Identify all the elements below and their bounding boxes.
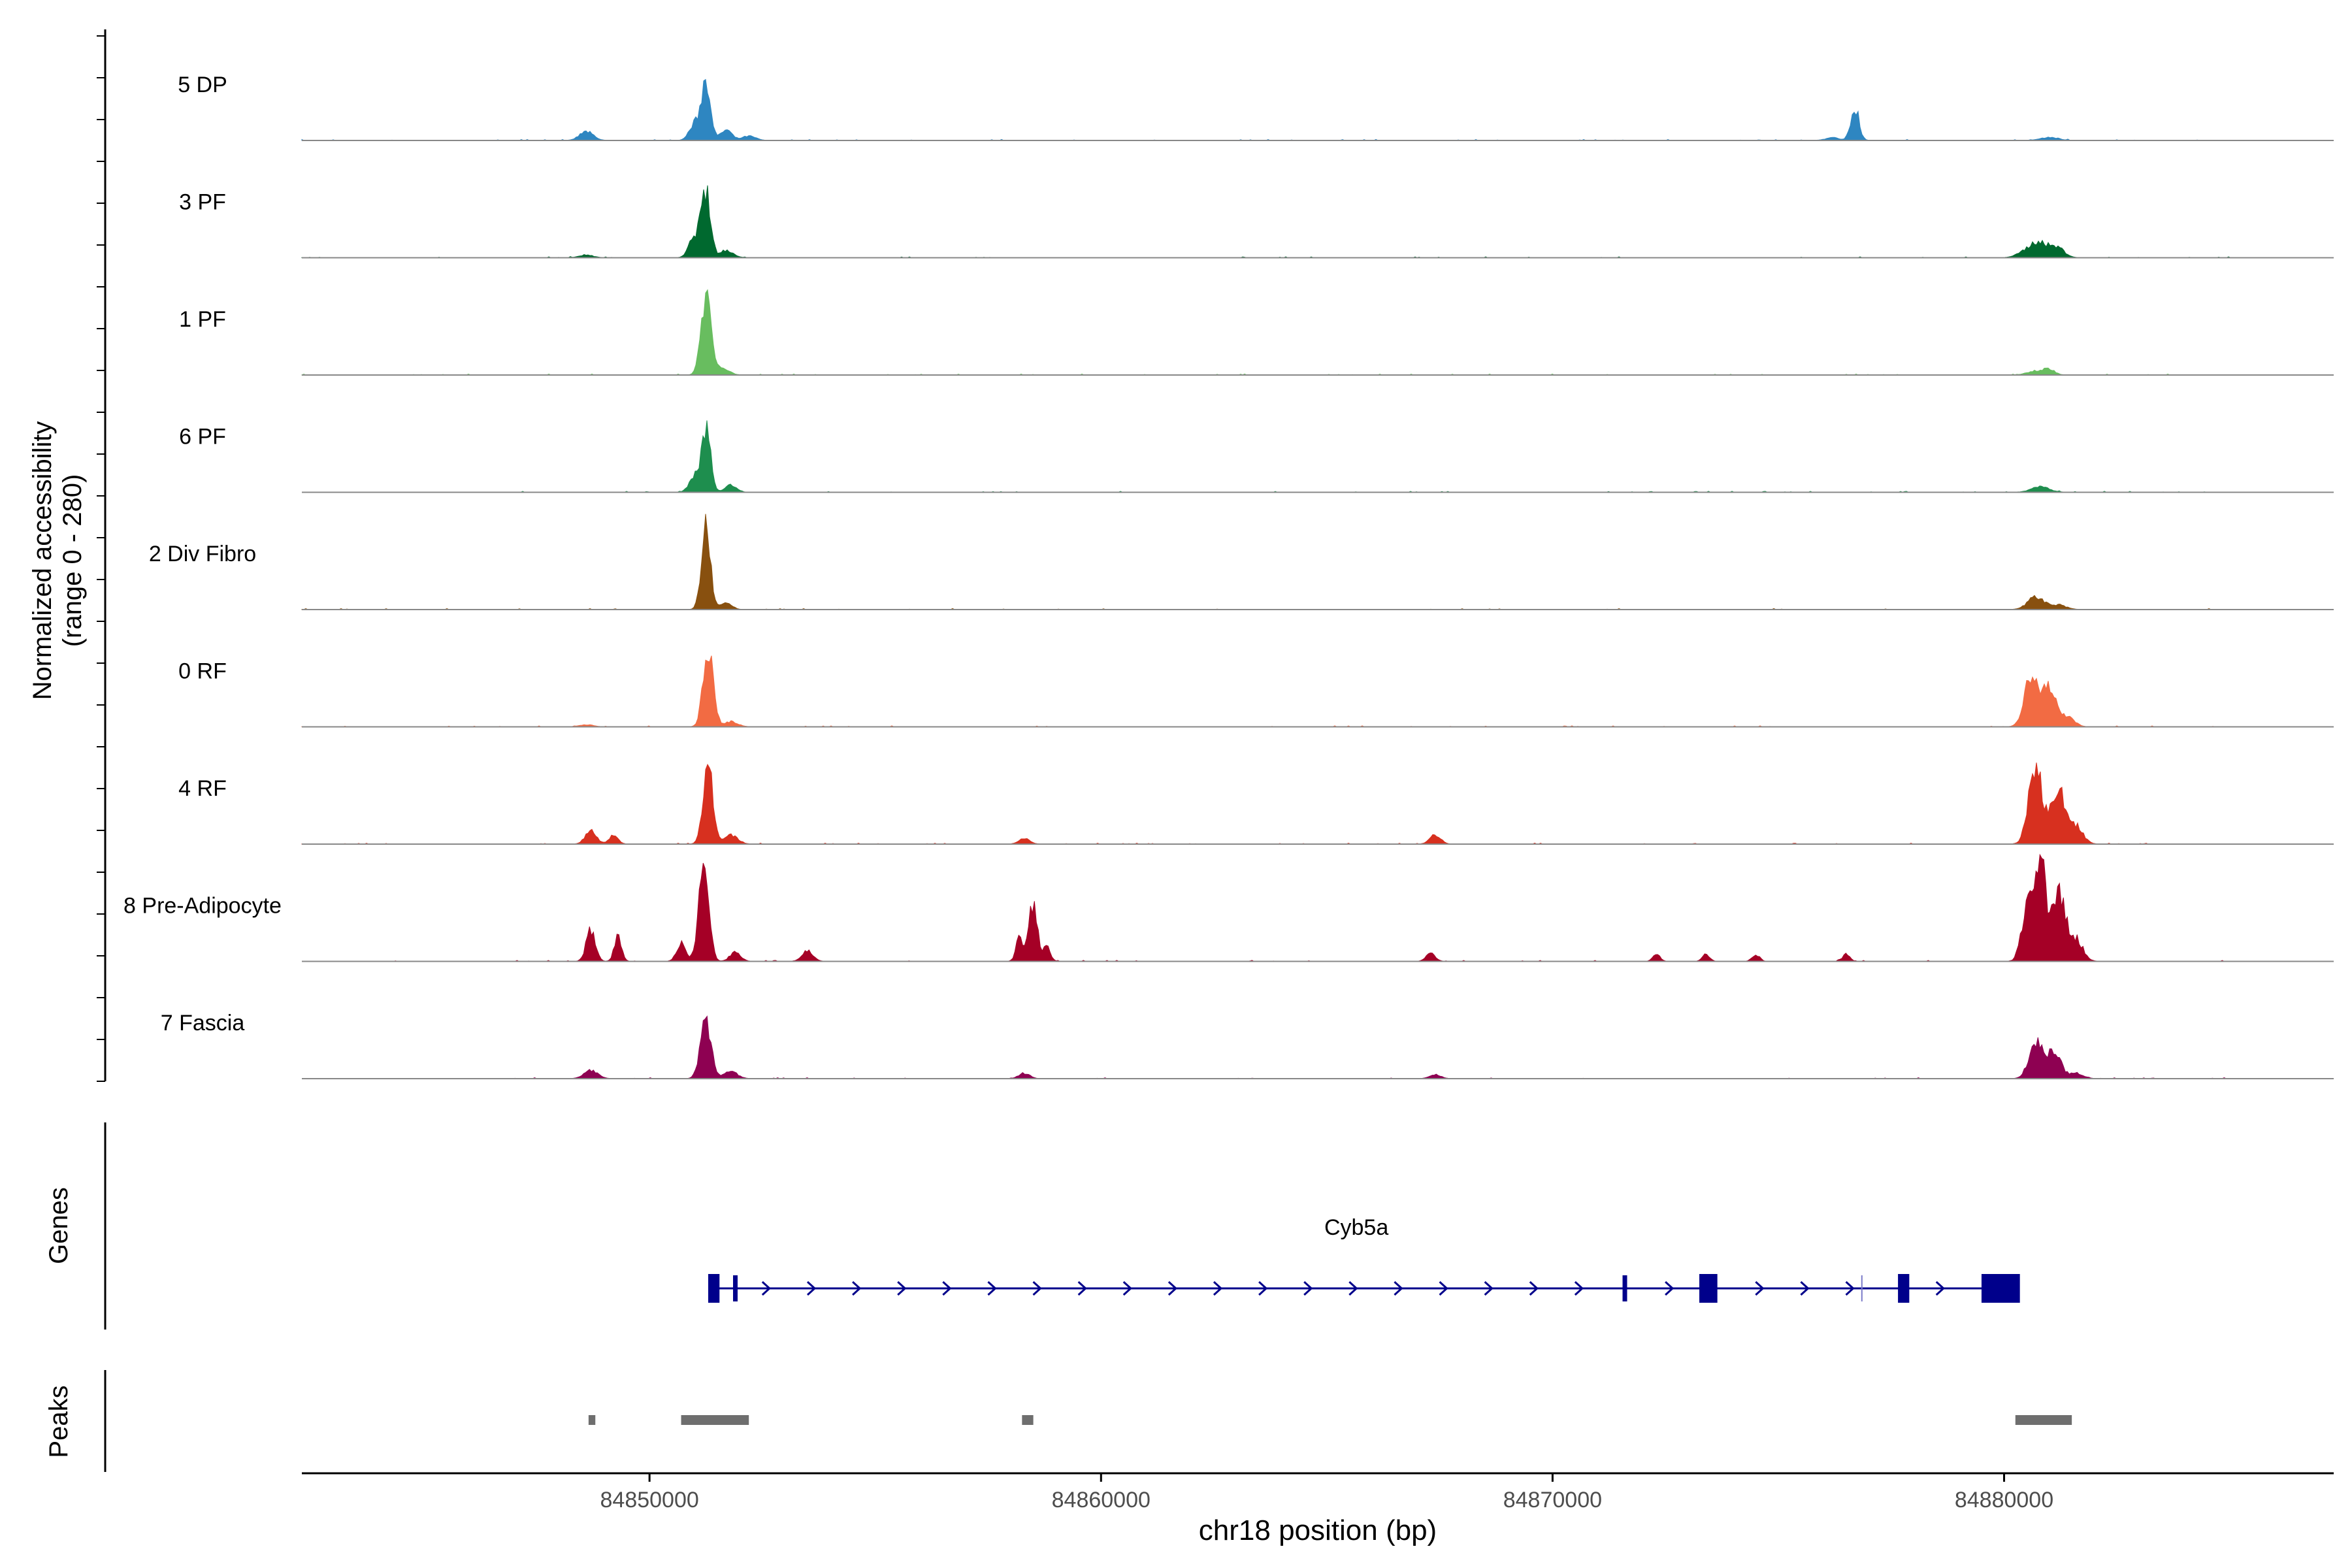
strand-arrow — [1122, 1281, 1132, 1296]
gene-exon — [733, 1275, 738, 1301]
track-6: 0 RF — [178, 655, 2334, 728]
strand-arrow — [1935, 1281, 1945, 1296]
track-2: 3 PF — [179, 185, 2334, 259]
track-label: 1 PF — [179, 307, 226, 332]
strand-arrow — [1213, 1281, 1223, 1296]
peaks-panel-label: Peaks — [44, 1385, 73, 1458]
strand-arrow — [1077, 1281, 1087, 1296]
track-label: 4 RF — [178, 776, 227, 801]
coverage-area — [301, 289, 2244, 376]
strand-arrow — [761, 1281, 772, 1296]
gene-track: Cyb5a — [708, 1215, 2020, 1303]
track-7: 4 RF — [178, 762, 2334, 845]
track-label: 6 PF — [179, 425, 226, 449]
track-label: 2 Div Fibro — [149, 542, 256, 566]
coverage-area — [387, 853, 2244, 962]
x-axis-ticks: 84850000 84860000 84870000 84880000 — [600, 1473, 2053, 1512]
track-1: 5 DP — [178, 73, 2334, 141]
gene-exon — [1622, 1275, 1627, 1301]
track-label: 3 PF — [179, 190, 226, 215]
x-tick-label: 84880000 — [1955, 1488, 2053, 1512]
strand-arrow — [942, 1281, 952, 1296]
track-label: 5 DP — [178, 73, 227, 97]
track-label: 0 RF — [178, 659, 227, 684]
y-axis-title-line1: Normalized accessibility — [28, 421, 57, 700]
coverage-tracks: 5 DP 3 PF 1 PF 6 PF 2 Div Fibro 0 RF 4 RF 8 Pre… — [123, 73, 2334, 1079]
strand-arrow — [1665, 1281, 1674, 1296]
x-tick-label: 84870000 — [1503, 1488, 1602, 1512]
peak-region — [681, 1415, 749, 1425]
strand-arrow — [1755, 1281, 1765, 1296]
strand-arrow — [987, 1281, 997, 1296]
strand-arrow — [1484, 1281, 1494, 1296]
strand-arrow — [1303, 1281, 1313, 1296]
strand-arrow — [852, 1281, 862, 1296]
strand-arrow — [1348, 1281, 1358, 1296]
peak-region — [588, 1415, 596, 1425]
x-tick-label: 84860000 — [1052, 1488, 1151, 1512]
strand-arrow — [1529, 1281, 1539, 1296]
strand-arrow — [1032, 1281, 1042, 1296]
strand-arrow — [1394, 1281, 1403, 1296]
strand-arrow — [806, 1281, 817, 1296]
gene-name-label: Cyb5a — [1324, 1215, 1388, 1240]
track-9: 7 Fascia — [161, 1011, 2334, 1079]
coverage-area — [301, 185, 2244, 259]
coverage-area — [387, 1015, 2244, 1079]
coverage-area — [301, 514, 2244, 610]
track-label: 8 Pre-Adipocyte — [123, 894, 282, 919]
strand-arrow — [897, 1281, 907, 1296]
coverage-area — [301, 762, 2244, 845]
gene-exon — [708, 1274, 720, 1303]
strand-arrow — [1258, 1281, 1268, 1296]
track-3: 1 PF — [179, 289, 2334, 376]
track-label: 7 Fascia — [161, 1011, 245, 1036]
strand-arrow — [1800, 1281, 1810, 1296]
gene-exon — [1981, 1274, 2020, 1303]
track-4: 6 PF — [179, 420, 2334, 493]
x-axis-title: chr18 position (bp) — [1199, 1514, 1437, 1546]
strand-arrow — [1845, 1281, 1855, 1296]
track-5: 2 Div Fibro — [149, 514, 2334, 610]
genes-panel-label: Genes — [44, 1187, 73, 1264]
track-8: 8 Pre-Adipocyte — [123, 853, 2334, 962]
strand-arrow — [1168, 1281, 1178, 1296]
x-tick-label: 84850000 — [600, 1488, 699, 1512]
strand-arrow — [1439, 1281, 1448, 1296]
coverage-y-axis — [97, 29, 106, 1082]
coverage-area — [504, 420, 2221, 493]
peaks-track — [588, 1415, 2072, 1425]
peak-region — [2015, 1415, 2072, 1425]
y-axis-title-line2: (range 0 - 280) — [58, 474, 87, 647]
peak-region — [1022, 1415, 1034, 1425]
coverage-area — [301, 655, 2244, 728]
coverage-area — [301, 78, 2244, 141]
gene-exon — [1898, 1274, 1910, 1303]
gene-exon — [1699, 1274, 1718, 1303]
strand-arrow — [1574, 1281, 1584, 1296]
